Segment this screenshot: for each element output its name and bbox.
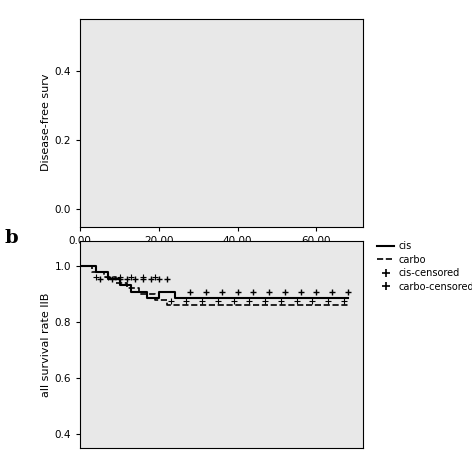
X-axis label: Time (months): Time (months) [174,251,270,264]
Legend: cis, carbo, cis-censored, carbo-censored: cis, carbo, cis-censored, carbo-censored [377,241,472,292]
Y-axis label: all survival rate IIB: all survival rate IIB [41,292,51,397]
Y-axis label: Disease-free surv: Disease-free surv [41,74,51,171]
Text: b: b [5,229,18,247]
